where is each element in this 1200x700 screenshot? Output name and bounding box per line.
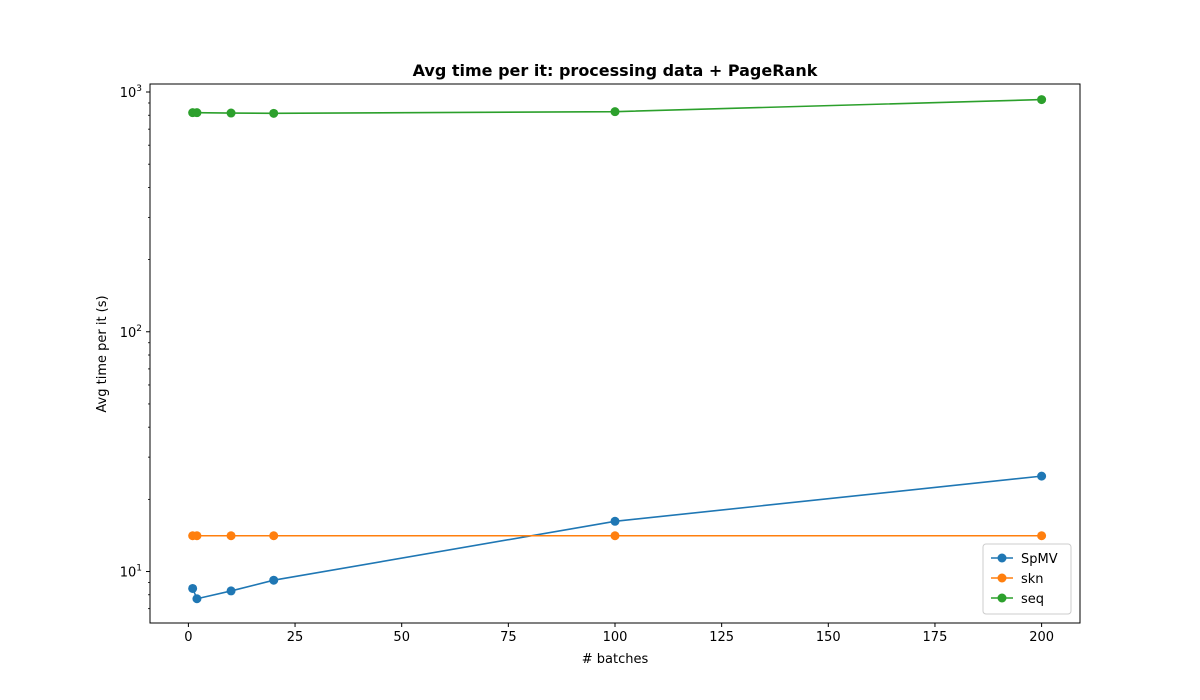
- legend-label: SpMV: [1021, 552, 1058, 567]
- x-axis-ticks: 0 25 50 75 100 125 150 175 200: [184, 623, 1054, 645]
- data-point-spmv: [192, 594, 202, 604]
- x-tick-label: 200: [1029, 630, 1054, 645]
- data-point-spmv: [1037, 471, 1047, 481]
- x-tick-label: 0: [184, 630, 192, 645]
- y-tick-label: 101: [120, 564, 142, 581]
- data-point-seq: [610, 107, 620, 117]
- x-tick-label: 150: [816, 630, 841, 645]
- x-tick-label: 125: [709, 630, 734, 645]
- data-point-seq: [269, 108, 279, 118]
- legend-item-seq: seq: [991, 592, 1044, 607]
- series-spmv: [188, 471, 1047, 604]
- data-point-skn: [1037, 531, 1047, 541]
- legend-marker: [997, 593, 1007, 603]
- legend-marker: [997, 573, 1007, 583]
- legend-item-skn: skn: [991, 572, 1044, 587]
- x-axis-label: # batches: [582, 652, 649, 667]
- plot-area: 0 25 50 75 100 125 150 175 200 101 102 103: [120, 83, 1081, 645]
- data-point-seq: [1037, 95, 1047, 105]
- data-point-spmv: [226, 586, 236, 596]
- legend-label: skn: [1021, 572, 1044, 587]
- x-tick-label: 75: [500, 630, 517, 645]
- legend-label: seq: [1021, 592, 1044, 607]
- x-tick-label: 175: [923, 630, 948, 645]
- series-group: [188, 95, 1047, 604]
- x-tick-label: 50: [393, 630, 410, 645]
- data-point-spmv: [269, 575, 279, 585]
- series-seq: [188, 95, 1047, 118]
- x-tick-label: 100: [603, 630, 628, 645]
- x-tick-label: 25: [287, 630, 304, 645]
- chart-title: Avg time per it: processing data + PageR…: [413, 61, 818, 80]
- data-point-skn: [269, 531, 279, 541]
- legend: SpMV skn seq: [982, 543, 1072, 615]
- legend-marker: [997, 553, 1007, 563]
- data-point-seq: [192, 108, 202, 118]
- data-point-seq: [226, 108, 236, 118]
- y-axis-label: Avg time per it (s): [95, 295, 110, 412]
- data-point-skn: [610, 531, 620, 541]
- data-point-skn: [192, 531, 202, 541]
- data-point-spmv: [610, 516, 620, 526]
- y-axis-ticks: 101 102 103: [120, 84, 150, 610]
- y-tick-label: 102: [120, 324, 142, 341]
- data-point-spmv: [188, 583, 198, 593]
- legend-item-spmv: SpMV: [991, 552, 1058, 567]
- y-tick-label: 103: [120, 84, 142, 101]
- series-skn: [188, 531, 1047, 541]
- data-point-skn: [226, 531, 236, 541]
